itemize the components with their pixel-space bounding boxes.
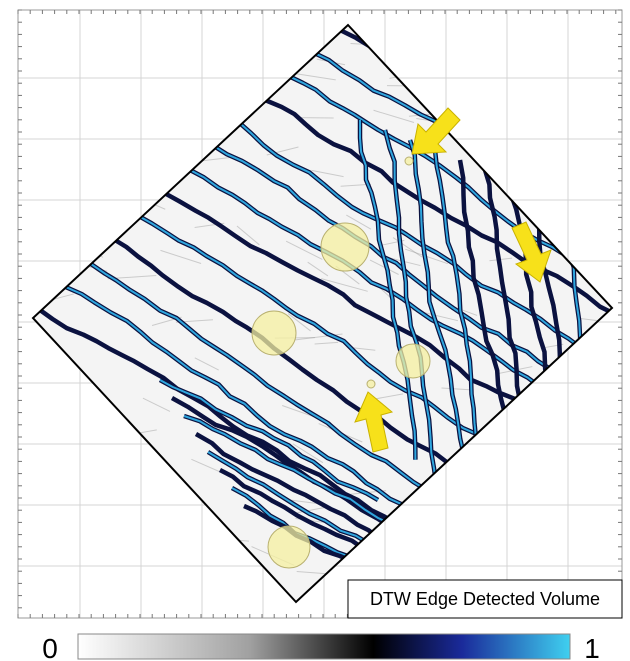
legend: DTW Edge Detected Volume	[348, 580, 622, 618]
texture	[69, 227, 99, 247]
texture	[505, 130, 535, 134]
volume-slice	[33, 25, 612, 602]
texture	[225, 45, 247, 58]
texture	[110, 473, 157, 474]
texture	[575, 212, 608, 218]
texture	[503, 446, 539, 453]
texture	[537, 561, 568, 580]
texture	[83, 516, 105, 523]
texture	[134, 43, 156, 51]
texture	[515, 451, 552, 469]
texture	[135, 580, 168, 582]
highlight-circle	[268, 526, 310, 568]
texture	[410, 517, 437, 533]
highlight-circle	[405, 157, 413, 165]
texture	[54, 116, 95, 128]
fault-line-core	[560, 200, 620, 571]
highlight-circle	[396, 344, 430, 378]
texture	[537, 221, 564, 223]
texture	[48, 167, 72, 168]
legend-title: DTW Edge Detected Volume	[370, 589, 600, 609]
highlight-circle	[367, 380, 375, 388]
texture	[69, 237, 103, 258]
texture	[174, 523, 208, 525]
colorbar-min-label: 0	[42, 633, 58, 661]
colorbar: 0 1	[42, 633, 600, 661]
texture	[139, 58, 187, 78]
texture	[408, 71, 443, 73]
texture	[579, 371, 609, 372]
texture	[134, 32, 179, 53]
texture	[116, 149, 150, 155]
colorbar-max-label: 1	[584, 633, 600, 661]
highlight-circle	[321, 223, 369, 271]
colorbar-ramp	[78, 634, 570, 659]
figure: DTW Edge Detected Volume 0 1	[0, 0, 630, 661]
highlight-circle	[252, 311, 296, 355]
texture	[559, 512, 601, 522]
texture	[483, 98, 508, 107]
fault-line	[560, 200, 620, 571]
